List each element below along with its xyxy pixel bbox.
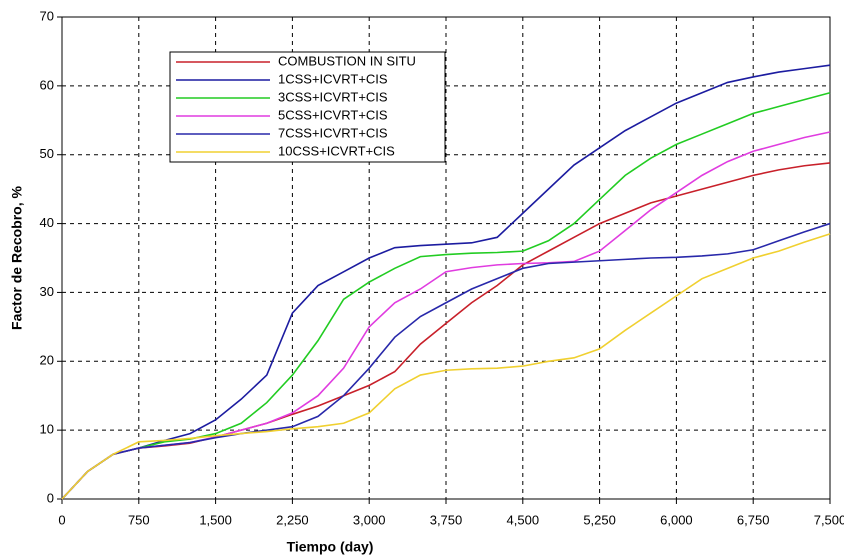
- y-tick-label: 40: [40, 215, 54, 230]
- legend-label: 1CSS+ICVRT+CIS: [278, 71, 388, 86]
- x-tick-label: 3,000: [353, 512, 386, 527]
- legend-label: 10CSS+ICVRT+CIS: [278, 143, 395, 158]
- series-line: [61, 233, 831, 500]
- x-tick-label: 0: [58, 512, 65, 527]
- legend-box: [169, 51, 446, 163]
- series-line: [61, 64, 831, 500]
- series-line: [61, 222, 831, 500]
- legend-label: COMBUSTION IN SITU: [278, 53, 416, 68]
- y-axis-label: Factor de Recobro, %: [9, 185, 25, 329]
- x-tick-label: 2,250: [276, 512, 309, 527]
- legend-label: 3CSS+ICVRT+CIS: [278, 89, 388, 104]
- x-tick-label: 7,500: [814, 512, 844, 527]
- y-tick-label: 20: [40, 353, 54, 368]
- legend-label: 7CSS+ICVRT+CIS: [278, 125, 388, 140]
- x-tick-label: 6,750: [737, 512, 770, 527]
- x-tick-label: 6,000: [660, 512, 693, 527]
- y-tick-label: 10: [40, 422, 54, 437]
- x-tick-label: 750: [128, 512, 150, 527]
- x-axis-label: Tiempo (day): [287, 539, 374, 555]
- y-tick-label: 70: [40, 8, 54, 23]
- x-tick-label: 1,500: [199, 512, 232, 527]
- x-tick-label: 5,250: [583, 512, 616, 527]
- y-tick-label: 60: [40, 77, 54, 92]
- y-tick-label: 30: [40, 284, 54, 299]
- x-tick-label: 3,750: [430, 512, 463, 527]
- x-tick-label: 4,500: [507, 512, 540, 527]
- y-tick-label: 50: [40, 146, 54, 161]
- plot-frame: [61, 16, 831, 500]
- y-tick-label: 0: [47, 490, 54, 505]
- legend-label: 5CSS+ICVRT+CIS: [278, 107, 388, 122]
